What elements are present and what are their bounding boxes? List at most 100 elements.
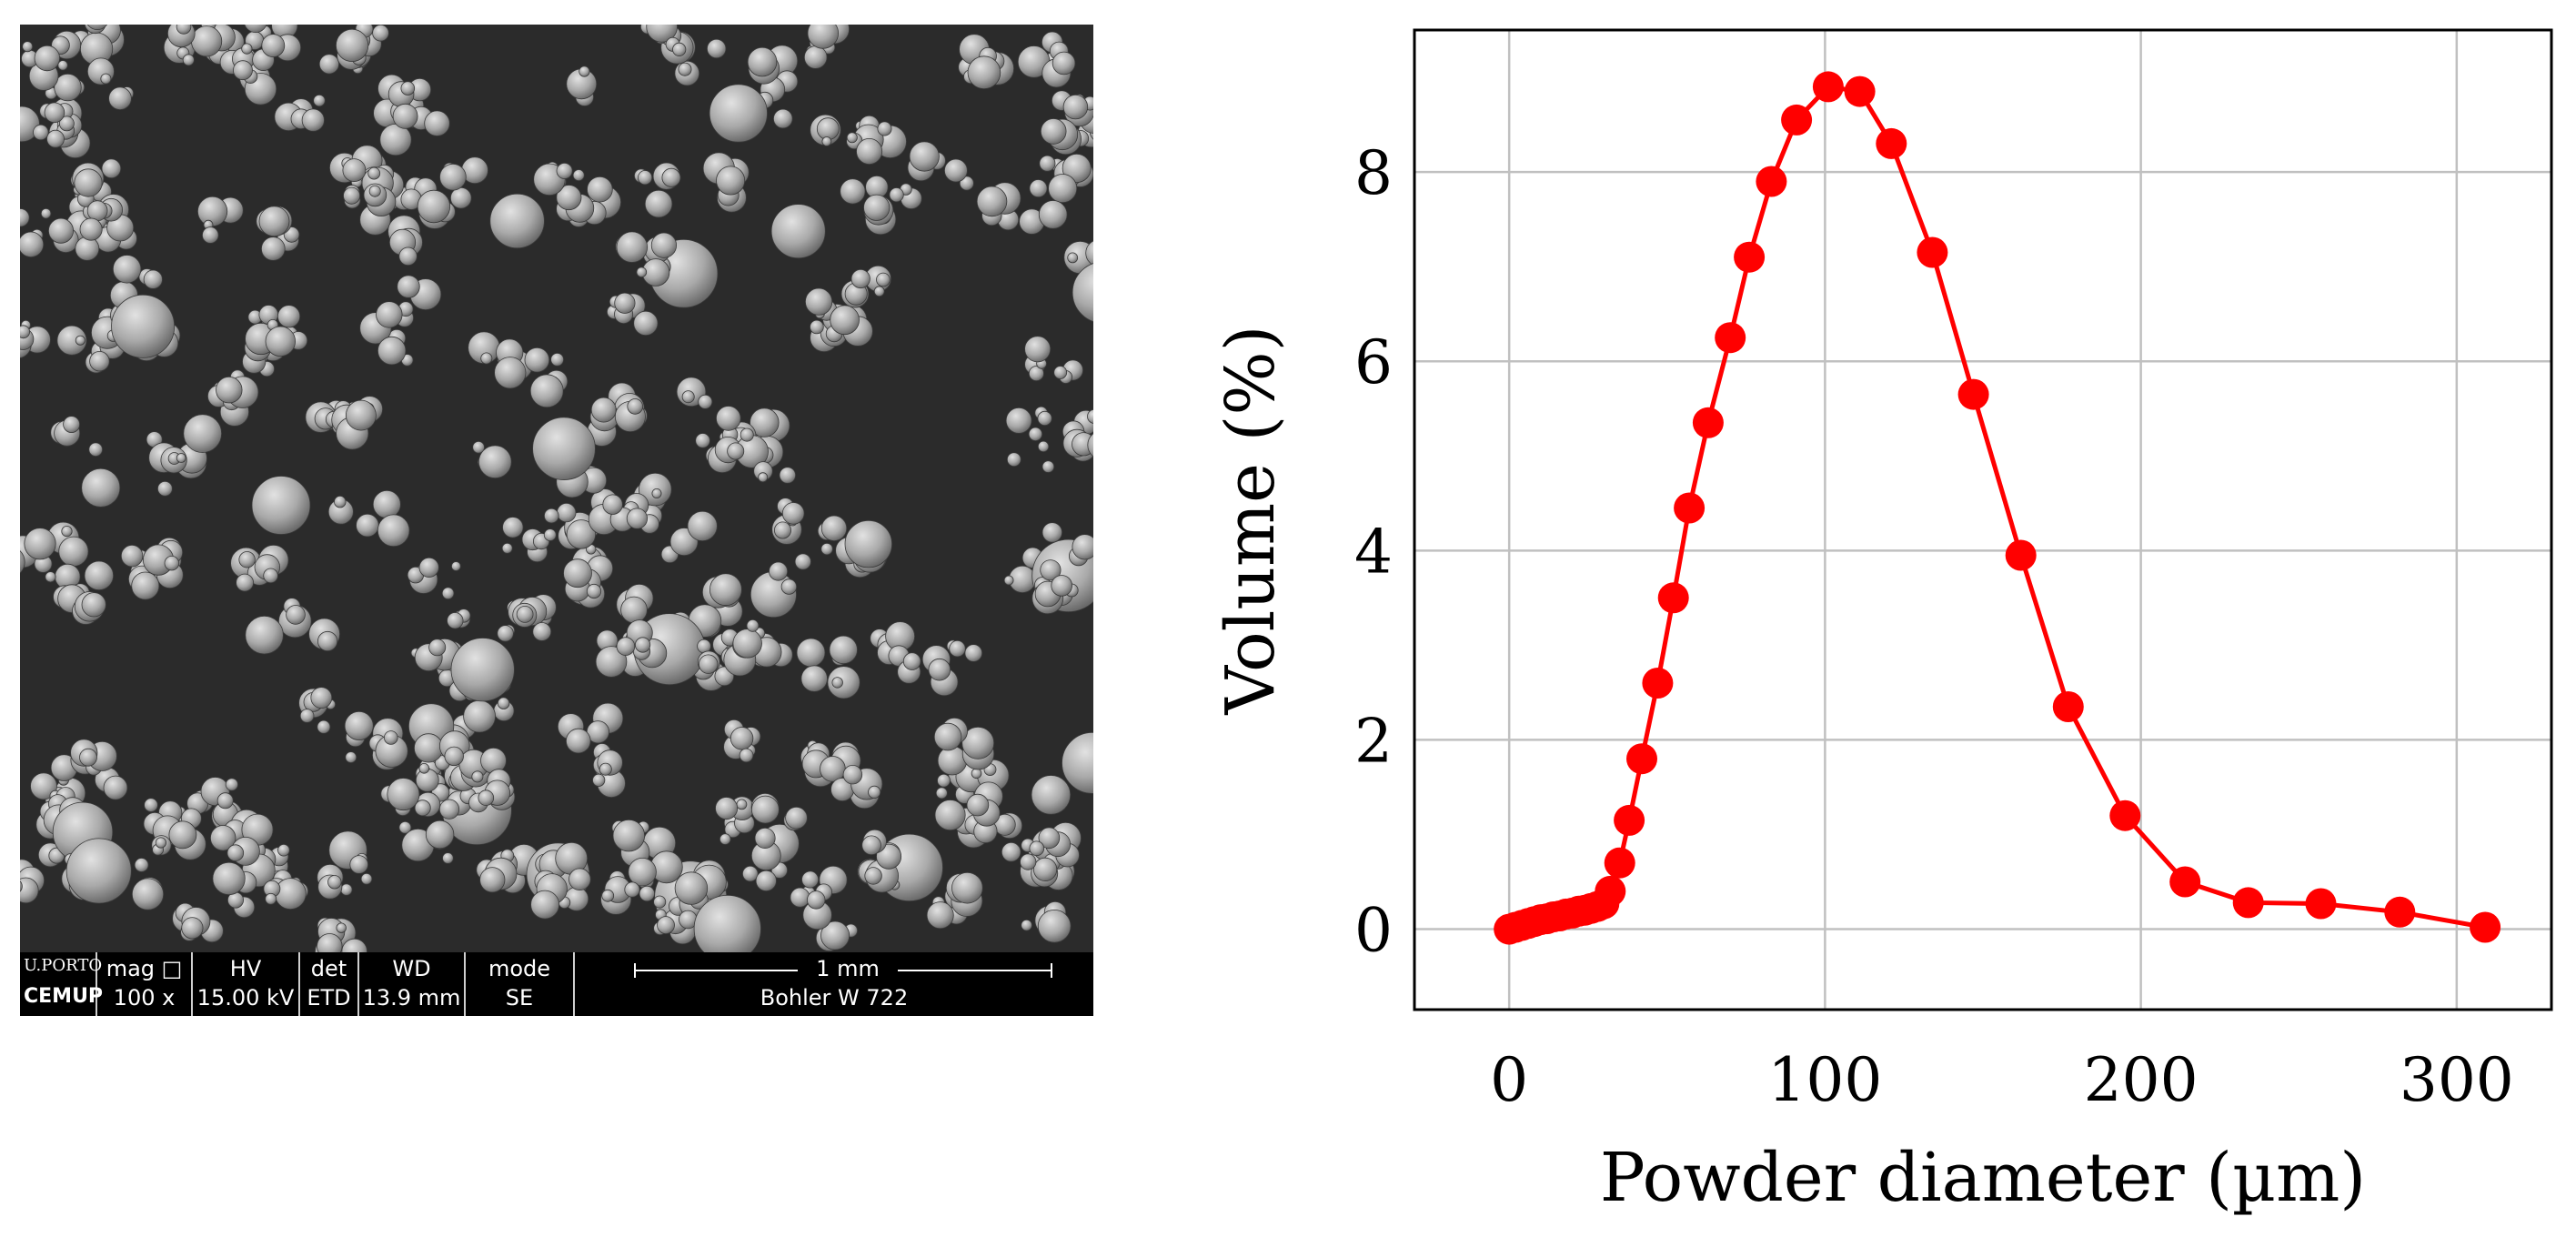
powder-particle — [20, 880, 23, 892]
powder-particle — [1053, 366, 1068, 379]
powder-particle — [1003, 575, 1014, 586]
powder-particle — [202, 226, 219, 244]
powder-particle — [181, 917, 204, 940]
powder-particle — [44, 102, 65, 124]
powder-particle — [827, 666, 860, 699]
powder-particle — [1039, 155, 1056, 172]
powder-particle — [976, 186, 1008, 217]
data-point — [2384, 896, 2416, 928]
powder-particle — [1033, 857, 1058, 882]
powder-particle — [736, 799, 748, 810]
powder-particle — [926, 901, 954, 930]
powder-particle — [400, 81, 416, 96]
x-tick-label: 200 — [2084, 1045, 2199, 1115]
powder-particle — [360, 872, 373, 885]
powder-particle — [176, 453, 186, 463]
scale-cell: 1 mm Bohler W 722 — [575, 952, 1093, 1016]
powder-particle — [543, 528, 557, 541]
data-point — [2470, 911, 2501, 943]
powder-particle — [1087, 408, 1093, 424]
powder-particles — [20, 25, 1093, 952]
powder-particle — [937, 773, 951, 788]
powder-particle — [472, 440, 485, 454]
powder-particle — [20, 550, 25, 574]
powder-particle — [1062, 732, 1093, 794]
powder-particle — [599, 762, 612, 776]
scale-bar-left-tick — [634, 963, 636, 978]
powder-particle — [46, 129, 65, 148]
powder-particle — [414, 800, 431, 817]
powder-particle — [909, 141, 940, 172]
powder-particle — [183, 414, 223, 453]
powder-particle — [131, 878, 165, 910]
data-point — [1917, 236, 1948, 268]
powder-particle — [156, 480, 173, 497]
powder-particle — [746, 619, 760, 632]
y-tick-label: 6 — [1354, 327, 1393, 397]
data-point — [2005, 539, 2037, 571]
powder-particle — [191, 25, 223, 57]
powder-particle — [438, 799, 460, 820]
powder-particle — [715, 406, 741, 431]
powder-particle — [590, 397, 617, 423]
powder-particle — [616, 231, 648, 263]
powder-particle — [1001, 841, 1021, 862]
chart-svg: 0 100 200 300 0 2 4 6 8 Powder diameter (µm) Vol… — [1212, 28, 2553, 1217]
data-point — [1876, 127, 1907, 159]
powder-particle — [633, 310, 659, 336]
powder-particle — [644, 189, 673, 218]
series-line — [1508, 84, 2486, 931]
powder-particle — [1041, 460, 1055, 473]
powder-particle — [344, 711, 374, 741]
data-point — [1604, 847, 1635, 879]
data-point — [1781, 104, 1813, 136]
powder-particle — [317, 933, 343, 952]
powder-particle — [226, 844, 245, 861]
sample-label: Bohler W 722 — [760, 985, 909, 1011]
sem-info-bar: U.PORTO CEMUP mag □ 100 x HV 15.00 kV de… — [20, 952, 1093, 1016]
powder-particle — [741, 865, 759, 882]
powder-particle — [674, 871, 709, 905]
data-point — [2305, 888, 2337, 920]
powder-particle — [807, 25, 839, 49]
powder-particle — [261, 34, 286, 58]
powder-particle — [439, 163, 467, 191]
powder-particle — [260, 236, 286, 261]
powder-particle — [450, 561, 461, 571]
powder-particle — [494, 357, 527, 389]
data-point — [1657, 582, 1689, 614]
powder-particle — [935, 787, 948, 800]
powder-particle — [719, 833, 731, 845]
powder-particle — [489, 193, 545, 249]
mag-value: 100 x — [113, 985, 176, 1011]
det-value: ETD — [307, 985, 351, 1011]
powder-particle — [861, 835, 881, 856]
sem-powder-image — [20, 25, 1093, 952]
powder-particle — [672, 42, 687, 57]
powder-particle — [1028, 427, 1043, 442]
powder-particle — [864, 867, 882, 885]
powder-particle — [601, 889, 615, 902]
powder-particle — [687, 510, 718, 542]
powder-particle — [804, 287, 833, 316]
powder-particle — [20, 231, 45, 257]
powder-particle — [739, 748, 754, 763]
powder-particle — [747, 46, 778, 77]
powder-particle — [1072, 432, 1093, 457]
powder-particle — [646, 25, 678, 43]
powder-particle — [1038, 827, 1061, 850]
powder-particle — [176, 25, 192, 35]
powder-particle — [961, 727, 995, 759]
powder-particle — [478, 445, 512, 479]
powder-particle — [557, 502, 577, 523]
powder-particle — [335, 28, 369, 63]
powder-particle — [182, 54, 195, 66]
powder-particle — [820, 920, 850, 950]
powder-particle — [155, 837, 166, 849]
powder-particle — [707, 38, 727, 59]
powder-particle — [1062, 153, 1092, 183]
powder-particle — [372, 490, 401, 519]
data-point — [1642, 668, 1674, 699]
powder-particle — [258, 206, 290, 237]
sem-micrograph-panel: U.PORTO CEMUP mag □ 100 x HV 15.00 kV de… — [20, 25, 1093, 1016]
